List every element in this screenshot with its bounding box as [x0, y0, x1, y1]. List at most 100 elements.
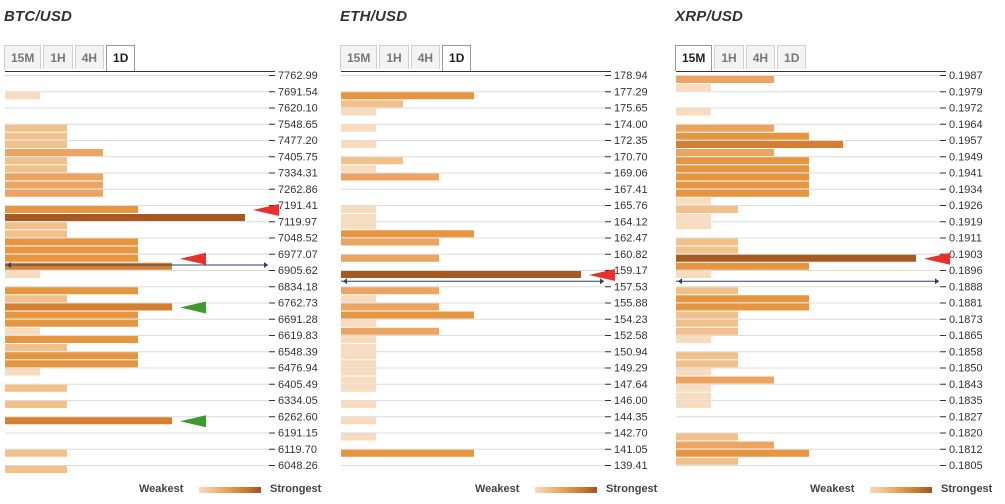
- resistance-arrow-icon: [253, 204, 279, 216]
- level-label: 0.1919: [949, 216, 983, 228]
- legend-weakest-label: Weakest: [475, 483, 520, 495]
- level-label: 149.29: [614, 363, 648, 375]
- tab-1h[interactable]: 1H: [714, 45, 744, 69]
- level-label: 6691.28: [278, 314, 318, 326]
- confluence-bar: [676, 368, 711, 376]
- confluence-bar: [5, 92, 40, 100]
- confluence-bar: [676, 108, 711, 116]
- level-label: 6262.60: [278, 411, 318, 423]
- confluence-bar: [5, 295, 67, 303]
- level-label: 0.1972: [949, 103, 983, 115]
- confluence-bar: [676, 262, 809, 270]
- confluence-bar: [341, 449, 474, 457]
- level-label: 0.1911: [949, 233, 982, 245]
- tab-1d[interactable]: 1D: [106, 45, 136, 71]
- level-label: 155.88: [614, 298, 648, 310]
- level-label: 6119.70: [278, 444, 317, 456]
- level-label: 164.12: [614, 216, 648, 228]
- confluence-bar: [341, 214, 376, 221]
- confluence-bar: [676, 76, 774, 83]
- confluence-bar: [5, 165, 67, 173]
- resistance-arrow-icon: [589, 269, 615, 281]
- xrp-panel: XRP/USD 15M 1H 4H 1D 0.1987 0.1979 0.1972 0…: [671, 0, 993, 504]
- confluence-bar: [341, 124, 376, 132]
- level-label: 160.82: [614, 249, 648, 261]
- confluence-bar: [676, 132, 809, 140]
- confluence-bar: [676, 206, 738, 213]
- level-label: 154.23: [614, 314, 648, 326]
- legend: Weakest Strongest: [0, 482, 322, 498]
- confluence-bar: [341, 100, 403, 108]
- legend-strongest-label: Strongest: [270, 483, 322, 495]
- level-label: 139.41: [614, 460, 648, 472]
- level-label: 152.58: [614, 330, 648, 342]
- confluence-bar: [5, 368, 40, 376]
- confluence-bar: [5, 271, 40, 278]
- tab-15m[interactable]: 15M: [4, 45, 42, 69]
- level-label: 0.1888: [949, 281, 983, 293]
- level-label: 0.1964: [949, 119, 983, 131]
- confluence-bar: [341, 238, 439, 246]
- tab-15m[interactable]: 15M: [675, 45, 713, 71]
- confluence-bar: [5, 417, 172, 425]
- confluence-bar: [5, 262, 172, 270]
- current-price-marker: [343, 278, 347, 285]
- confluence-bar: [676, 157, 809, 165]
- legend-gradient: [199, 487, 261, 493]
- tab-4h[interactable]: 4H: [410, 45, 441, 69]
- confluence-bar: [341, 157, 403, 165]
- confluence-bar: [341, 352, 376, 360]
- confluence-bar: [676, 441, 774, 449]
- level-label: 0.1835: [949, 395, 983, 407]
- tab-4h[interactable]: 4H: [74, 45, 105, 69]
- level-label: 0.1941: [949, 168, 983, 180]
- confluence-bar: [676, 246, 738, 254]
- level-label: 177.29: [614, 86, 648, 98]
- confluence-bar: [5, 401, 67, 408]
- confluence-bar: [676, 189, 809, 197]
- level-label: 0.1949: [949, 151, 983, 163]
- current-price-marker: [678, 278, 682, 285]
- tab-1d[interactable]: 1D: [777, 45, 807, 69]
- confluence-bar: [676, 84, 711, 91]
- current-price-marker: [264, 262, 268, 268]
- confluence-bar: [676, 165, 809, 173]
- level-label: 6548.39: [278, 346, 318, 358]
- panel-title: ETH/USD: [340, 8, 408, 25]
- confluence-bar: [341, 327, 439, 335]
- resistance-arrow-icon: [180, 252, 206, 265]
- legend-strongest-label: Strongest: [606, 483, 658, 495]
- confluence-bar: [676, 303, 809, 311]
- confluence-bar: [341, 336, 376, 343]
- level-label: 7334.31: [278, 168, 318, 180]
- support-arrow-icon: [180, 415, 206, 428]
- confluence-bar: [676, 384, 711, 392]
- level-label: 0.1873: [949, 314, 983, 326]
- confluence-bar: [341, 401, 376, 408]
- tab-4h[interactable]: 4H: [745, 45, 776, 69]
- current-price-marker: [7, 262, 11, 268]
- confluence-bar: [676, 254, 916, 262]
- level-label: 0.1865: [949, 330, 983, 342]
- level-label: 142.70: [614, 428, 648, 440]
- confluence-bar: [5, 254, 138, 262]
- tab-1h[interactable]: 1H: [43, 45, 73, 69]
- confluence-bar: [5, 222, 67, 230]
- confluence-bar: [5, 141, 67, 148]
- confluence-bar: [341, 92, 474, 100]
- confluence-bar: [676, 401, 711, 408]
- confluence-bar: [676, 336, 711, 343]
- level-label: 167.41: [614, 184, 648, 196]
- level-label: 7119.97: [278, 216, 317, 228]
- panel-title: XRP/USD: [675, 8, 744, 25]
- confluence-bar: [5, 173, 103, 181]
- legend-strongest-label: Strongest: [941, 483, 993, 495]
- current-price-marker: [600, 278, 604, 285]
- level-label: 7620.10: [278, 103, 318, 115]
- tab-15m[interactable]: 15M: [340, 45, 378, 69]
- tab-1d[interactable]: 1D: [442, 45, 472, 71]
- tab-1h[interactable]: 1H: [379, 45, 409, 69]
- confluence-bar: [676, 392, 711, 400]
- level-label: 7691.54: [278, 86, 318, 98]
- level-label: 0.1850: [949, 363, 983, 375]
